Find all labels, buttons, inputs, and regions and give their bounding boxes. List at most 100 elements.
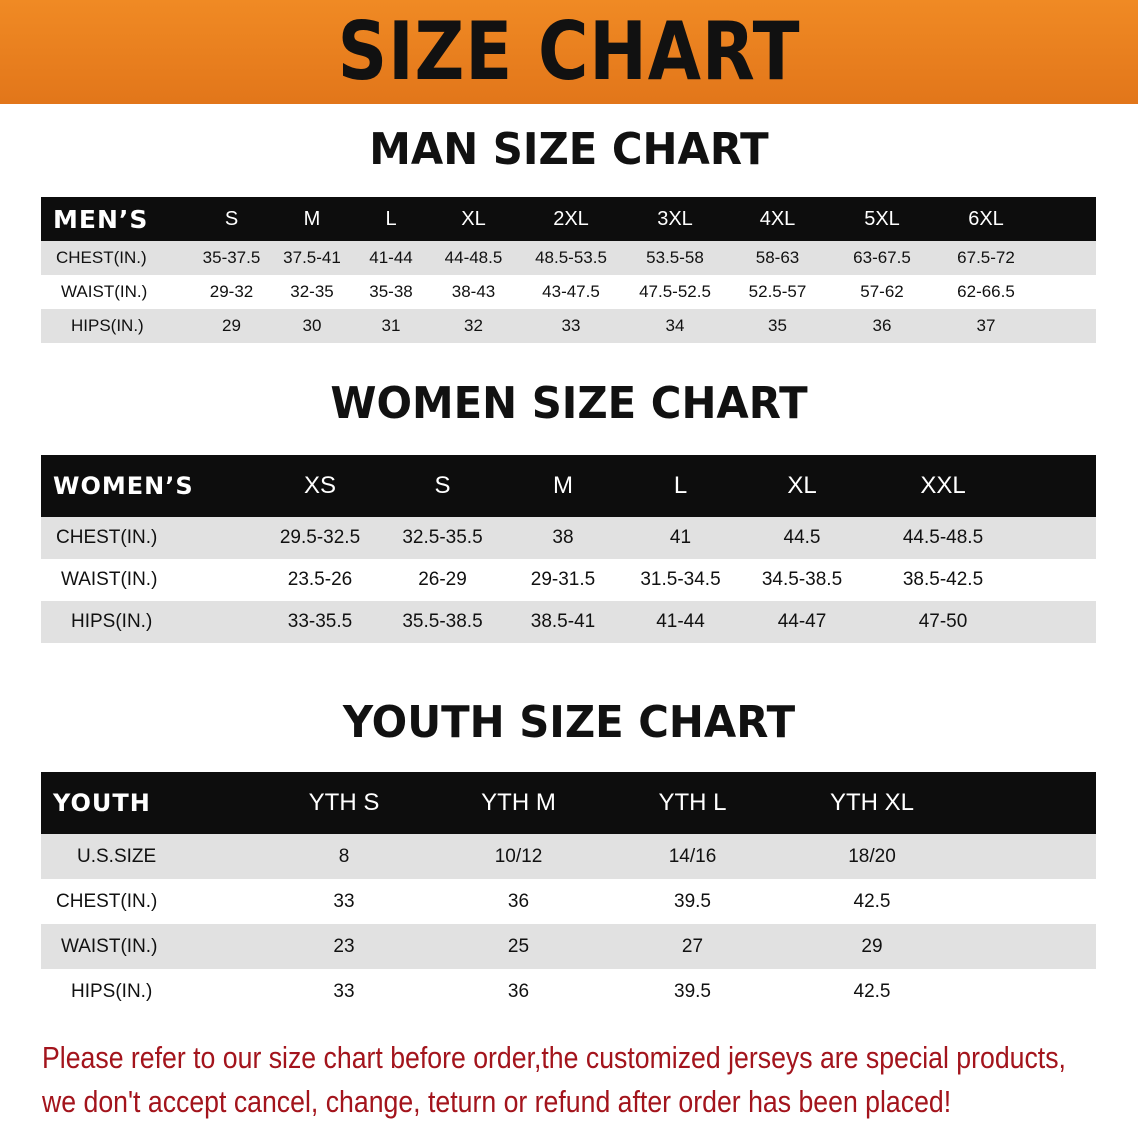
- size-header: L: [673, 472, 688, 499]
- measurement-cell: 36: [872, 316, 892, 335]
- size-header: XXL: [920, 472, 966, 499]
- measurement-cell: 36: [507, 980, 530, 1002]
- measurement-cell: 23: [333, 935, 355, 957]
- notice-line-2: we don't accept cancel, change, teturn o…: [42, 1084, 952, 1119]
- table-row: WAIST(IN.) 23.5-26 26-29 29-31.5 31.5-34.5 34…: [41, 559, 1096, 601]
- women-section-title: WOMEN SIZE CHART: [330, 378, 808, 429]
- row-label: CHEST(IN.): [56, 890, 158, 912]
- size-header: M: [303, 207, 321, 230]
- measurement-cell: 41-44: [369, 248, 413, 267]
- table-row: WAIST(IN.) 23 25 27 29: [41, 924, 1096, 969]
- measurement-cell: 57-62: [860, 282, 904, 301]
- measurement-cell: 29.5-32.5: [279, 527, 361, 548]
- measurement-cell: 25: [507, 935, 530, 957]
- measurement-cell: 39.5: [674, 980, 711, 1002]
- measurement-cell: 33: [333, 890, 355, 912]
- measurement-cell: 43-47.5: [542, 282, 600, 301]
- size-header: 5XL: [864, 207, 900, 230]
- row-label: U.S.SIZE: [77, 845, 157, 867]
- measurement-cell: 47.5-52.5: [639, 282, 711, 301]
- row-label: HIPS(IN.): [71, 980, 153, 1002]
- page-title: SIZE CHART: [337, 5, 801, 98]
- size-header: S: [224, 207, 239, 230]
- measurement-cell: 58-63: [755, 248, 800, 267]
- table-row: CHEST(IN.) 29.5-32.5 32.5-35.5 38 41 44.5 44.5…: [41, 517, 1096, 559]
- measurement-cell: 63-67.5: [853, 248, 911, 267]
- measurement-cell: 42.5: [853, 890, 891, 912]
- row-label: WAIST(IN.): [61, 935, 158, 957]
- size-header: L: [385, 207, 397, 230]
- youth-section-title: YOUTH SIZE CHART: [342, 697, 796, 748]
- measurement-cell: 29-32: [209, 282, 254, 301]
- table-row: WAIST(IN.) 29-32 32-35 35-38 38-43 43-47.5 47.…: [41, 275, 1096, 309]
- measurement-cell: 14/16: [668, 845, 717, 867]
- measurement-cell: 41-44: [656, 611, 705, 632]
- measurement-cell: 38.5-41: [530, 611, 596, 632]
- measurement-cell: 29: [222, 316, 241, 335]
- measurement-cell: 34.5-38.5: [761, 569, 843, 590]
- men-section-title: MAN SIZE CHART: [369, 124, 769, 175]
- header-label: WOMEN’S: [53, 472, 194, 500]
- size-header: 6XL: [968, 207, 1004, 230]
- measurement-cell: 27: [681, 935, 704, 957]
- measurement-cell: 32: [464, 316, 483, 335]
- youth-size-table: YOUTH YTH S YTH M YTH L YTH XL U.S.SIZE 8 10/12…: [41, 772, 1096, 1014]
- measurement-cell: 35: [768, 316, 787, 335]
- measurement-cell: 44-47: [777, 611, 827, 632]
- measurement-cell: 67.5-72: [957, 248, 1015, 267]
- header-label: MEN’S: [53, 204, 149, 234]
- size-header: S: [434, 472, 451, 499]
- header-label: YOUTH: [53, 789, 151, 817]
- measurement-cell: 23.5-26: [287, 569, 353, 590]
- measurement-cell: 48.5-53.5: [535, 248, 607, 267]
- measurement-cell: 41: [669, 527, 692, 548]
- measurement-cell: 31.5-34.5: [640, 569, 721, 590]
- measurement-cell: 38: [552, 527, 574, 548]
- measurement-cell: 38.5-42.5: [902, 569, 984, 590]
- size-header: 4XL: [759, 207, 796, 230]
- table-row: HIPS(IN.) 33 36 39.5 42.5: [41, 969, 1096, 1014]
- measurement-cell: 29-31.5: [530, 569, 596, 590]
- table-row: CHEST(IN.) 35-37.5 37.5-41 41-44 44-48.5 48.5…: [41, 241, 1096, 275]
- measurement-cell: 32.5-35.5: [402, 527, 483, 548]
- measurement-cell: 52.5-57: [748, 282, 807, 301]
- measurement-cell: 33-35.5: [287, 611, 353, 632]
- measurement-cell: 53.5-58: [646, 248, 704, 267]
- row-label: WAIST(IN.): [61, 282, 148, 301]
- measurement-cell: 35-38: [369, 282, 413, 301]
- row-label: CHEST(IN.): [56, 527, 158, 548]
- measurement-cell: 38-43: [451, 282, 496, 301]
- measurement-cell: 33: [333, 980, 355, 1002]
- table-row: HIPS(IN.) 33-35.5 35.5-38.5 38.5-41 41-44 44-…: [41, 601, 1096, 643]
- measurement-cell: 31: [381, 316, 401, 335]
- measurement-cell: 44.5: [783, 527, 821, 548]
- measurement-cell: 32-35: [290, 282, 334, 301]
- row-label: HIPS(IN.): [71, 316, 144, 335]
- size-header: XS: [303, 472, 336, 499]
- row-label: HIPS(IN.): [71, 611, 153, 632]
- measurement-cell: 33: [561, 316, 581, 335]
- order-notice: Please refer to our size chart before or…: [42, 1036, 1066, 1124]
- size-header: 3XL: [657, 207, 693, 230]
- table-row: U.S.SIZE 8 10/12 14/16 18/20: [41, 834, 1096, 879]
- measurement-cell: 29: [861, 935, 883, 957]
- measurement-cell: 18/20: [848, 845, 896, 867]
- size-header: YTH M: [481, 789, 556, 816]
- measurement-cell: 37: [976, 316, 996, 335]
- measurement-cell: 39.5: [674, 890, 711, 912]
- size-header: XL: [461, 207, 486, 230]
- size-header: YTH L: [658, 789, 727, 816]
- size-header: M: [553, 472, 573, 499]
- size-header: YTH S: [308, 789, 380, 816]
- measurement-cell: 34: [665, 316, 685, 335]
- measurement-cell: 37.5-41: [283, 248, 341, 267]
- measurement-cell: 35-37.5: [202, 248, 261, 267]
- measurement-cell: 44.5-48.5: [902, 527, 984, 548]
- size-header: 2XL: [553, 207, 589, 230]
- header-row: YOUTH YTH S YTH M YTH L YTH XL: [41, 772, 1096, 834]
- row-label: CHEST(IN.): [56, 248, 147, 267]
- title-banner: SIZE CHART: [0, 0, 1138, 104]
- header-row: MEN’S S M L XL 2XL 3XL 4XL 5XL 6XL: [41, 197, 1096, 241]
- header-row: WOMEN’S XS S M L XL XXL: [41, 455, 1096, 517]
- measurement-cell: 30: [302, 316, 322, 335]
